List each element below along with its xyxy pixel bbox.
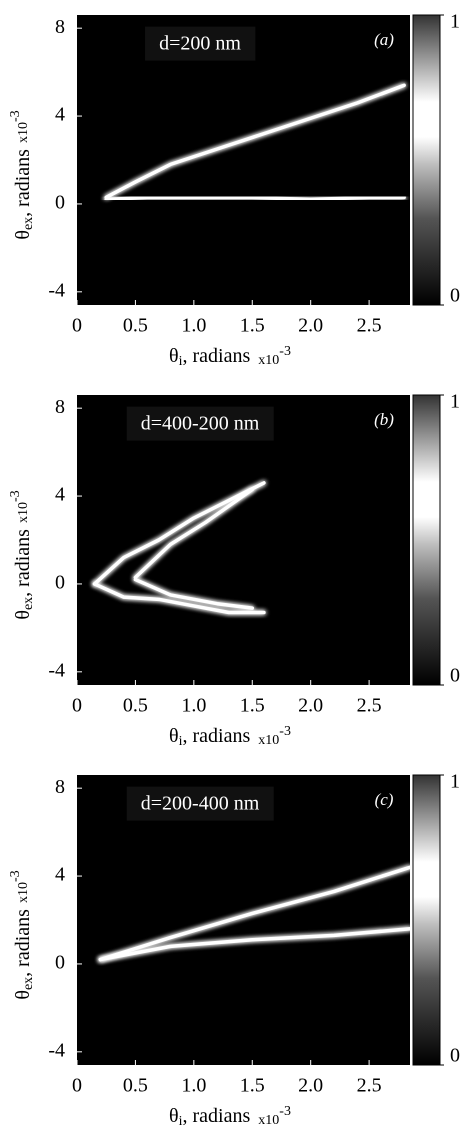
plot-area — [77, 775, 410, 1065]
label-text: , radians — [12, 909, 34, 977]
label-symbol: θ — [169, 345, 179, 367]
y-tick-label: 8 — [55, 776, 65, 798]
ridge-line — [104, 195, 406, 202]
colorbar-tick-label: 1 — [450, 771, 460, 793]
multiplier: x10 — [258, 1113, 279, 1128]
multiplier: x10 — [16, 122, 31, 143]
x-tick-label: 1.0 — [181, 1075, 206, 1097]
label-text: , radians — [183, 1105, 251, 1127]
ridge-line — [98, 927, 412, 962]
x-tick-label: 1.5 — [240, 1075, 265, 1097]
x-tick-label: 1.5 — [240, 315, 265, 337]
colorbar-tick-label: 0 — [450, 665, 460, 687]
y-axis-label: θex, radians x10-3 — [8, 110, 36, 239]
annotation-box — [145, 26, 256, 61]
x-tick-label: 0.5 — [123, 1075, 148, 1097]
panel-label: (a) — [374, 30, 394, 49]
label-subscript: ex — [21, 217, 36, 230]
y-axis-label: θex, radians x10-3 — [8, 490, 36, 619]
panel-label: (c) — [375, 790, 394, 809]
multiplier-exponent: -3 — [279, 724, 291, 739]
y-tick-label: -4 — [48, 659, 65, 681]
x-axis-label: θi, radians x10-3 — [169, 724, 291, 749]
colorbar — [412, 774, 441, 1066]
label-subscript: i — [179, 354, 183, 369]
colorbar-tick-label: 1 — [450, 11, 460, 33]
y-tick-label: -4 — [48, 279, 65, 301]
multiplier-exponent: -3 — [8, 490, 23, 502]
colorbar-tick-label: 0 — [450, 1045, 460, 1067]
y-tick-label: 8 — [55, 16, 65, 38]
annotation-box — [126, 406, 274, 441]
multiplier: x10 — [258, 353, 279, 368]
x-tick-label: 2.5 — [357, 1075, 382, 1097]
annotation-box — [126, 786, 274, 821]
multiplier: x10 — [258, 733, 279, 748]
panel-label: (b) — [374, 410, 394, 429]
x-tick-label: 0 — [72, 1075, 82, 1097]
ridge-line — [133, 577, 255, 610]
multiplier-exponent: -3 — [279, 1104, 291, 1119]
y-tick-label: 4 — [55, 104, 65, 126]
ridge-line — [92, 481, 266, 586]
label-subscript: i — [179, 1114, 183, 1129]
label-text: , radians — [183, 725, 251, 747]
label-subscript: ex — [21, 977, 36, 990]
colorbar-tick-label: 1 — [450, 391, 460, 413]
x-tick-label: 2.5 — [357, 315, 382, 337]
colorbar — [412, 394, 441, 686]
label-text: , radians — [12, 529, 34, 597]
label-text: , radians — [12, 149, 34, 217]
x-tick-label: 2.0 — [298, 1075, 323, 1097]
label-symbol: θ — [12, 230, 34, 240]
y-tick-label: 4 — [55, 484, 65, 506]
multiplier-exponent: -3 — [8, 870, 23, 882]
annotation: d=200-400 nm — [141, 793, 260, 815]
label-symbol: θ — [12, 610, 34, 620]
multiplier: x10 — [16, 502, 31, 523]
x-tick-label: 1.0 — [181, 695, 206, 717]
colorbar — [412, 14, 441, 306]
multiplier-exponent: -3 — [279, 344, 291, 359]
label-subscript: i — [179, 734, 183, 749]
multiplier: x10 — [16, 882, 31, 903]
label-symbol: θ — [169, 725, 179, 747]
x-tick-label: 2.5 — [357, 695, 382, 717]
x-tick-label: 1.5 — [240, 695, 265, 717]
ridge-line — [133, 487, 255, 580]
x-tick-label: 1.0 — [181, 315, 206, 337]
x-tick-label: 2.0 — [298, 315, 323, 337]
ridge-line — [104, 83, 406, 200]
label-symbol: θ — [169, 1105, 179, 1127]
x-tick-label: 0 — [72, 695, 82, 717]
plot-area — [77, 15, 410, 305]
annotation: d=200 nm — [159, 33, 241, 55]
ridge-line — [92, 582, 266, 615]
y-tick-label: 4 — [55, 864, 65, 886]
y-tick-label: 0 — [55, 192, 65, 214]
x-axis-label: θi, radians x10-3 — [169, 344, 291, 369]
y-tick-label: 0 — [55, 952, 65, 974]
x-tick-label: 0 — [72, 315, 82, 337]
multiplier-exponent: -3 — [8, 110, 23, 122]
plot-area — [77, 395, 410, 685]
y-axis-label: θex, radians x10-3 — [8, 870, 36, 999]
y-tick-label: -4 — [48, 1039, 65, 1061]
y-tick-label: 0 — [55, 572, 65, 594]
x-tick-label: 2.0 — [298, 695, 323, 717]
annotation: d=400-200 nm — [141, 413, 260, 435]
label-text: , radians — [183, 345, 251, 367]
x-axis-label: θi, radians x10-3 — [169, 1104, 291, 1129]
x-tick-label: 0.5 — [123, 315, 148, 337]
colorbar-tick-label: 0 — [450, 285, 460, 307]
y-tick-label: 8 — [55, 396, 65, 418]
label-subscript: ex — [21, 597, 36, 610]
label-symbol: θ — [12, 990, 34, 1000]
x-tick-label: 0.5 — [123, 695, 148, 717]
ridge-line — [98, 865, 412, 962]
